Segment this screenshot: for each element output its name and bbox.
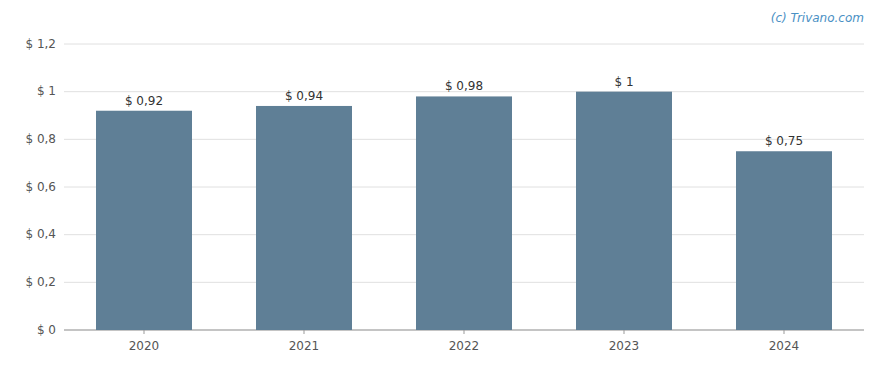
chart-svg: $ 0 $ 0,2 $ 0,4 $ 0,6 $ 0,8 $ 1 $ 1,2 2020 2021 2… [0,0,888,370]
x-tick-label: 2022 [449,339,480,353]
bar [736,151,832,330]
x-tick [624,330,625,334]
y-tick-label: $ 1 [37,84,56,98]
x-tick [144,330,145,334]
grid-line [64,44,864,45]
x-tick [304,330,305,334]
y-tick-label: $ 0 [37,323,56,337]
y-tick-label: $ 0,8 [25,132,56,146]
y-tick-label: $ 0,2 [25,275,56,289]
watermark: (c) Trivano.com [771,11,864,25]
grid [64,44,864,330]
y-tick-label: $ 0,4 [25,227,56,241]
y-tick-label: $ 0,6 [25,180,56,194]
x-tick-label: 2020 [129,339,160,353]
x-tick [784,330,785,334]
x-tick-label: 2021 [289,339,320,353]
x-tick-label: 2024 [769,339,800,353]
bar [416,96,512,330]
data-label: $ 0,98 [445,79,483,93]
y-tick-label: $ 1,2 [25,37,56,51]
bars [96,92,832,330]
bar [576,92,672,330]
data-label: $ 0,75 [765,134,803,148]
chart-container: $ 0 $ 0,2 $ 0,4 $ 0,6 $ 0,8 $ 1 $ 1,2 2020 2021 2… [0,0,888,370]
data-label: $ 1 [614,75,633,89]
bar [256,106,352,330]
data-label: $ 0,92 [125,94,163,108]
x-tick [464,330,465,334]
data-label: $ 0,94 [285,89,323,103]
bar [96,111,192,330]
axes: $ 0 $ 0,2 $ 0,4 $ 0,6 $ 0,8 $ 1 $ 1,2 2020 2021 2… [25,37,864,354]
data-labels: $ 0,92 $ 0,94 $ 0,98 $ 1 $ 0,75 [125,75,803,149]
x-tick-label: 2023 [609,339,640,353]
